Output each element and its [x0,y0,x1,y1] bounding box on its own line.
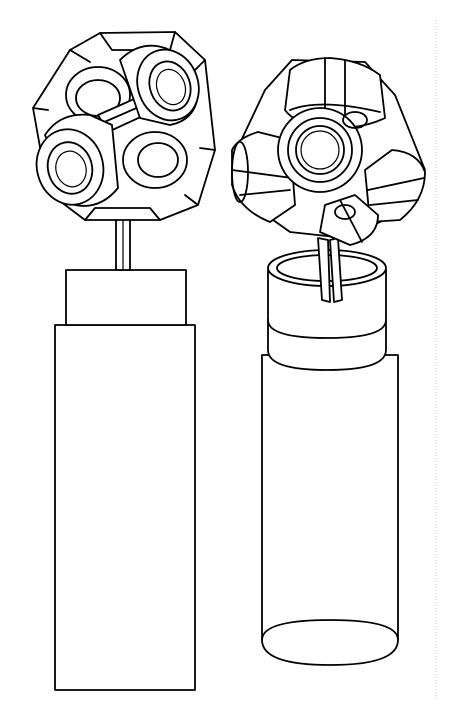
left-tube-lower [35,113,119,207]
left-tube-upper [119,44,200,126]
left-cube-node [32,31,216,221]
right-tube-center [277,107,363,193]
right-tube-bottom [319,194,379,246]
right-handle-cap [267,249,387,371]
left-model [32,31,216,691]
left-handle-cap [65,269,187,326]
right-handle-body [261,354,399,666]
right-tube-right [364,149,426,223]
right-cube-node [231,57,426,246]
right-connector-rod [317,237,343,303]
left-handle-body [54,324,196,691]
left-connector-rod [115,209,131,271]
right-model [231,57,426,666]
